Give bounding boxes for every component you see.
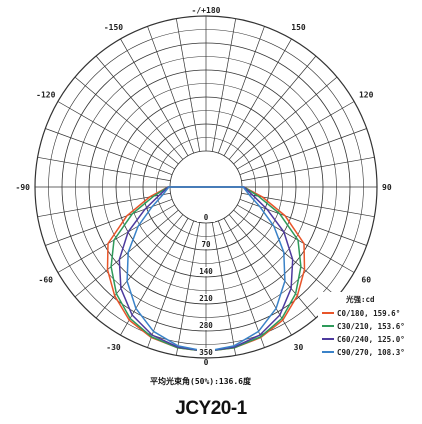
radial-label: 0 xyxy=(204,213,209,222)
intensity-curves xyxy=(106,186,306,353)
legend: 光强:cd C0/180, 159.6° C30/210, 153.6° C60/24… xyxy=(318,292,418,358)
angle-label: 0 xyxy=(204,358,209,367)
grid-spoke xyxy=(95,55,184,160)
angle-label: 60 xyxy=(361,276,371,285)
radial-label: 210 xyxy=(199,294,213,303)
grid-spoke xyxy=(228,55,317,160)
grid-spoke xyxy=(239,128,367,176)
beam-angle-annotation: 平均光束角(50%):136.6度 xyxy=(150,376,252,386)
radial-label: 280 xyxy=(199,321,213,330)
angle-label: -60 xyxy=(39,276,54,285)
radial-label-bg xyxy=(197,240,215,249)
radial-label-bg xyxy=(197,348,215,357)
grid-spoke xyxy=(211,18,237,152)
legend-entry: C0/180, 159.6° xyxy=(337,309,400,318)
radial-label-bg xyxy=(197,321,215,330)
angle-label: 120 xyxy=(359,91,374,100)
angle-label: -120 xyxy=(36,91,55,100)
grid-spoke xyxy=(175,18,201,152)
angle-label: 90 xyxy=(382,183,392,192)
grid-spoke xyxy=(237,101,355,170)
angle-label: -/+180 xyxy=(192,6,221,15)
grid-spoke xyxy=(37,156,171,182)
legend-bg xyxy=(318,292,418,358)
legend-entry: C30/210, 153.6° xyxy=(337,322,405,331)
model-label: JCY20-1 xyxy=(175,398,247,419)
grid-spoke xyxy=(57,204,175,273)
legend-entry: C90/270, 108.3° xyxy=(337,348,405,357)
angle-label: -150 xyxy=(104,23,123,32)
grid-spoke xyxy=(241,156,375,182)
grid-spoke xyxy=(233,76,338,165)
radial-label: 350 xyxy=(199,348,213,357)
grid-spoke xyxy=(95,214,184,319)
grid-spoke xyxy=(57,101,175,170)
radial-labels: 0 70 140 210 280 350 xyxy=(197,213,215,357)
angle-label: 150 xyxy=(291,23,306,32)
radial-label-bg xyxy=(197,267,215,276)
grid-spoke xyxy=(45,128,173,176)
grid-spoke xyxy=(223,38,292,156)
legend-title: 光强:cd xyxy=(345,294,375,304)
grid-spoke xyxy=(147,220,195,348)
legend-entry: C60/240, 125.0° xyxy=(337,335,405,344)
grid-spoke xyxy=(237,204,355,273)
radial-label-bg xyxy=(197,294,215,303)
grid-spoke xyxy=(217,220,265,348)
radial-label: 140 xyxy=(199,267,213,276)
radial-label-bg xyxy=(197,213,215,222)
grid-spoke xyxy=(233,209,338,298)
angle-label: -90 xyxy=(16,183,31,192)
grid-spoke xyxy=(211,222,237,356)
grid-spoke xyxy=(147,26,195,154)
grid-spoke xyxy=(120,38,189,156)
grid-spoke xyxy=(175,222,201,356)
angle-label: 30 xyxy=(294,343,304,352)
grid-spoke xyxy=(228,214,317,319)
grid-spoke xyxy=(74,76,179,165)
grid-spoke xyxy=(74,209,179,298)
angle-label: -30 xyxy=(106,343,121,352)
radial-label: 70 xyxy=(201,240,211,249)
grid-spoke xyxy=(217,26,265,154)
angle-labels: -/+180 -150 150 -120 120 -90 90 -60 60 -30 30 0 xyxy=(16,6,392,367)
series-curve-3 xyxy=(126,186,286,353)
